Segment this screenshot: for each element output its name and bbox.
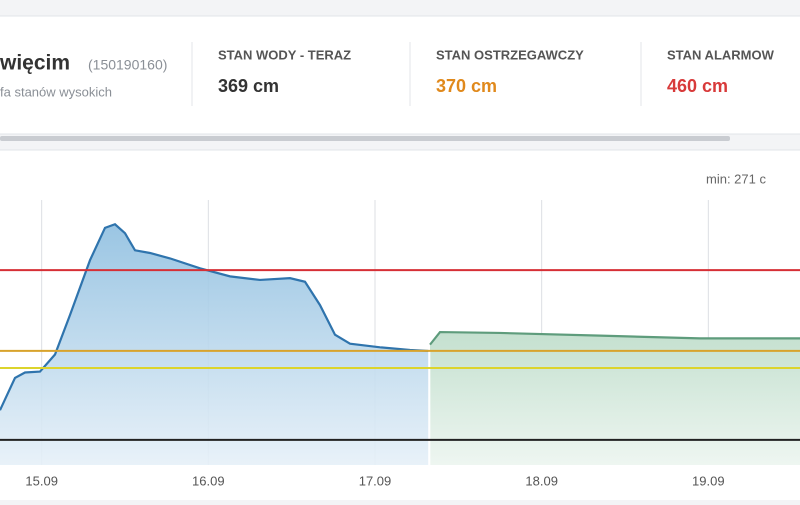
x-tick-label: 17.09 [359,473,392,488]
station-subtitle: fa stanów wysokich [0,84,112,99]
stat-value: 370 cm [436,76,497,96]
x-tick-label: 16.09 [192,473,225,488]
x-tick-label: 15.09 [25,473,58,488]
stat-label: STAN ALARMOW [667,47,775,62]
header-card [0,15,800,135]
stat-value: 460 cm [667,76,728,96]
station-name: więcim [0,52,70,75]
x-tick-label: 19.09 [692,473,725,488]
min-label: min: 271 c [706,171,766,186]
stat-label: STAN OSTRZEGAWCZY [436,47,584,62]
area [0,224,429,465]
station-code: (150190160) [88,57,167,73]
stat-value: 369 cm [218,76,279,96]
scrollbar[interactable] [0,136,730,141]
stat-label: STAN WODY - TERAZ [218,47,351,62]
area [430,332,800,465]
x-tick-label: 18.09 [525,473,558,488]
series-line [0,222,429,411]
series-line [429,330,800,346]
